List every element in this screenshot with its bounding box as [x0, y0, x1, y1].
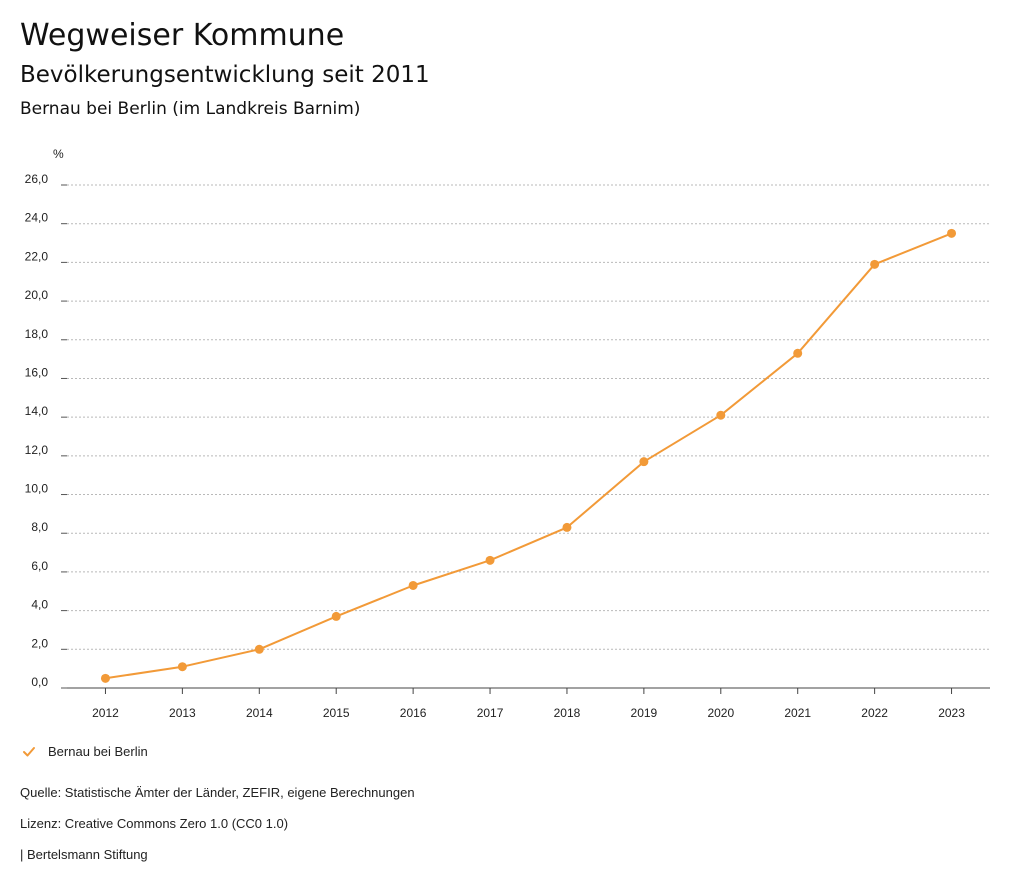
series-layer — [100, 228, 957, 683]
grid-layer — [61, 184, 990, 689]
y-tick-label: 8,0 — [31, 520, 48, 534]
y-tick-label: 16,0 — [25, 365, 49, 379]
y-tick-label: 14,0 — [25, 404, 49, 418]
y-tick-label: 12,0 — [25, 443, 49, 457]
data-point — [177, 662, 187, 672]
x-tick-label: 2018 — [554, 706, 581, 720]
page-title: Wegweiser Kommune — [20, 18, 345, 53]
data-point — [870, 259, 880, 269]
y-tick-label: 6,0 — [31, 559, 48, 573]
series-line — [105, 232, 952, 680]
chart-header: Wegweiser Kommune Bevölkerungsentwicklun… — [20, 14, 430, 122]
legend-label: Bernau bei Berlin — [48, 744, 148, 759]
data-point — [716, 410, 726, 420]
region-label: Bernau bei Berlin (im Landkreis Barnim) — [20, 99, 361, 119]
data-point — [100, 673, 110, 683]
line-chart: % 0,0 2,0 4,0 6,0 8,0 10,0 12,0 14,0 16,0 18,0 20,… — [25, 147, 990, 720]
license-text: Lizenz: Creative Commons Zero 1.0 (CC0 1… — [20, 816, 289, 831]
data-point — [254, 644, 264, 654]
data-point — [639, 457, 649, 467]
legend-item-bernau[interactable]: Bernau bei Berlin — [22, 744, 148, 759]
y-axis-unit-label: % — [53, 147, 64, 161]
y-tick-label: 20,0 — [25, 288, 49, 302]
x-axis: 2012 2013 2014 2015 2016 2017 2018 2019 2020 2021… — [67, 687, 990, 720]
chart-subtitle: Bevölkerungsentwicklung seit 2011 — [20, 62, 430, 88]
x-tick-label: 2017 — [477, 706, 504, 720]
data-point — [793, 348, 803, 358]
x-tick-label: 2020 — [707, 706, 734, 720]
publisher-text: | Bertelsmann Stiftung — [20, 847, 148, 862]
x-tick-label: 2023 — [938, 706, 965, 720]
y-tick-label: 4,0 — [31, 598, 48, 612]
y-tick-label: 2,0 — [31, 636, 48, 650]
y-axis-tick-labels: 0,0 2,0 4,0 6,0 8,0 10,0 12,0 14,0 16,0 18,0 20,0 2… — [25, 172, 49, 689]
x-tick-label: 2022 — [861, 706, 888, 720]
y-tick-label: 22,0 — [25, 249, 49, 263]
y-tick-label: 10,0 — [25, 482, 49, 496]
data-point — [947, 228, 957, 238]
data-point — [485, 555, 495, 565]
y-tick-label: 18,0 — [25, 327, 49, 341]
x-tick-label: 2019 — [631, 706, 658, 720]
x-tick-label: 2013 — [169, 706, 196, 720]
y-tick-label: 26,0 — [25, 172, 49, 186]
data-point — [408, 580, 418, 590]
x-tick-label: 2021 — [784, 706, 811, 720]
source-text: Quelle: Statistische Ämter der Länder, Z… — [20, 785, 415, 800]
x-tick-label: 2012 — [92, 706, 119, 720]
data-point — [562, 522, 572, 532]
data-point — [331, 611, 341, 621]
check-icon — [23, 746, 35, 756]
y-tick-label: 0,0 — [31, 675, 48, 689]
x-tick-label: 2015 — [323, 706, 350, 720]
y-tick-label: 24,0 — [25, 211, 49, 225]
x-tick-label: 2014 — [246, 706, 273, 720]
x-tick-label: 2016 — [400, 706, 427, 720]
